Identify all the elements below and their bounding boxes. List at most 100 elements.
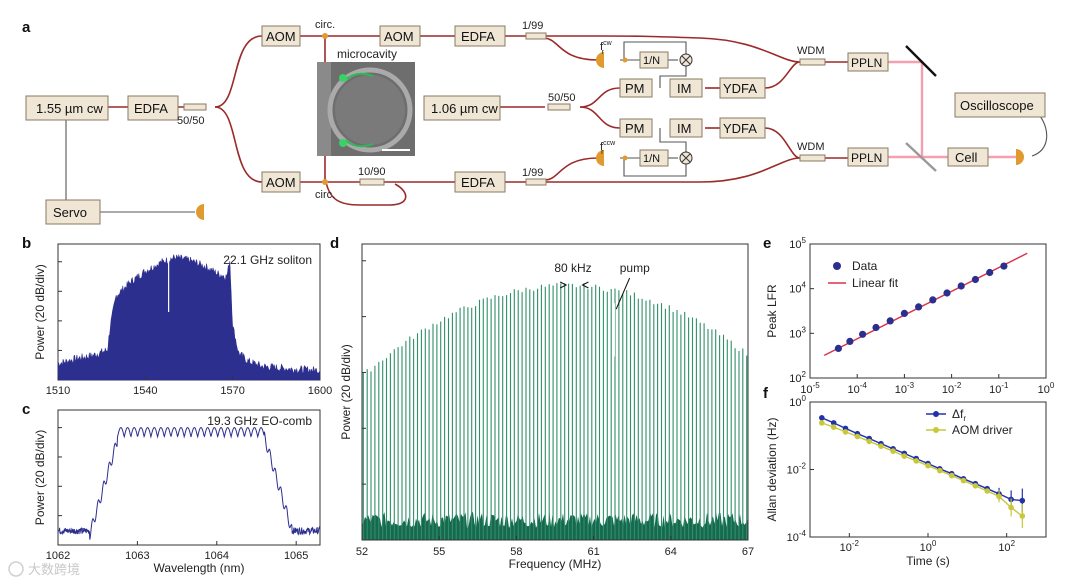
legend-label-f-1: AOM driver [952, 423, 1013, 437]
ytick-label-e-2: 104 [789, 281, 806, 296]
data-point-f-1-5 [878, 443, 884, 450]
box-im-bottom-text: IM [677, 121, 691, 136]
box-edfa-top-text: EDFA [461, 29, 495, 44]
box-aom-bottom-text: AOM [266, 175, 296, 190]
box-ppln-top: PPLN [847, 52, 889, 72]
xlabel-f: Time (s) [906, 554, 950, 568]
xtick-label-d-3: 61 [587, 546, 599, 558]
box-pm-bottom-text: PM [625, 121, 645, 136]
panel-label-e: e [763, 235, 771, 252]
data-point-e-7 [929, 296, 937, 304]
panel-label-c: c [22, 401, 30, 418]
data-point-e-10 [971, 275, 980, 284]
watermark-logo-icon [8, 561, 24, 577]
box-ppln-bottom: PPLN [847, 147, 889, 167]
fr-ccw-sub: r [601, 149, 604, 156]
box-im-top-text: IM [677, 81, 691, 96]
data-point-e-9 [957, 282, 965, 290]
label-split-5050-b: 50/50 [548, 92, 576, 104]
xtick-label-e-2: 10-3 [895, 381, 915, 396]
data-point-f-1-16 [1008, 504, 1014, 511]
data-point-f-1-12 [960, 477, 967, 484]
spectrum-line-c [57, 427, 321, 540]
box-laser-155: 1.55 µm cw [25, 95, 109, 121]
label-tap-199-top: 1/99 [522, 20, 543, 32]
box-ydfa-top-text: YDFA [723, 81, 757, 96]
box-aom-bottom: AOM [261, 171, 301, 193]
xtick-label-f-0: 10-2 [840, 539, 860, 554]
ytick-label-f-2: 100 [789, 394, 806, 409]
data-point-f-1-8 [913, 458, 919, 464]
fr-ccw-f: f [600, 141, 604, 153]
data-point-f-1-3 [854, 433, 861, 440]
xtick-label-e-1: 10-4 [848, 381, 868, 396]
xtick-label-e-4: 10-1 [989, 381, 1009, 396]
xtick-label-c-1: 1063 [125, 550, 149, 562]
circulator-icon-top [322, 33, 328, 39]
box-laser-155-text: 1.55 µm cw [36, 101, 103, 116]
box-servo: Servo [45, 199, 101, 225]
data-point-e-12 [1000, 262, 1008, 270]
plot-frame-c [57, 409, 321, 546]
circulator-icon-bottom [322, 179, 328, 185]
data-point-f-1-9 [925, 462, 931, 469]
microcavity-image [317, 62, 415, 156]
xtick-label-c-0: 1062 [46, 550, 70, 562]
box-aom-top-text: AOM [266, 29, 296, 44]
box-edfa-top: EDFA [454, 25, 506, 47]
xtick-label-d-4: 64 [665, 546, 677, 558]
photodetector-icon-servo [196, 204, 204, 220]
microcavity-label: microcavity [337, 47, 397, 61]
label-fr-cw: fcw r [600, 40, 613, 56]
box-ydfa-bottom: YDFA [719, 117, 766, 139]
fr-cw-sub: r [602, 49, 605, 56]
panel-label-d: d [330, 235, 339, 252]
label-fr-ccw: fccw r [600, 140, 616, 156]
legend-label-data-e: Data [852, 259, 878, 273]
xtick-label-f-2: 102 [998, 539, 1015, 554]
split-dot-top [622, 57, 628, 63]
box-edfa-bottom: EDFA [454, 171, 506, 193]
xlabel-c: Wavelength (nm) [154, 561, 245, 575]
annotation-pump-d: pump [620, 261, 650, 275]
photodetector-icon-top [596, 52, 604, 68]
ylabel-d: Power (20 dB/div) [339, 344, 353, 439]
box-divn-bottom: 1/N [639, 149, 669, 167]
panel-label-f: f [763, 385, 769, 402]
xtick-label-c-2: 1064 [205, 550, 229, 562]
spacing-arrows-d [559, 281, 589, 289]
split-dot-bottom [622, 155, 628, 161]
chart-title-c: 19.3 GHz EO-comb [207, 414, 312, 428]
xtick-label-d-1: 55 [433, 546, 445, 558]
noise-floor-d [362, 512, 748, 540]
box-ppln-top-text: PPLN [851, 56, 882, 70]
data-point-f-1-7 [901, 453, 908, 459]
box-ydfa-bottom-text: YDFA [723, 121, 757, 136]
fr-ccw-sup: ccw [603, 140, 616, 147]
label-tap-199-bottom: 1/99 [522, 167, 543, 179]
mixer-icon-top [679, 53, 693, 67]
xtick-label-d-2: 58 [510, 546, 522, 558]
data-point-e-3 [872, 323, 880, 332]
electrical-paths [65, 41, 1048, 213]
box-divn-top: 1/N [639, 51, 669, 69]
ytick-label-f-1: 10-2 [787, 462, 807, 477]
data-point-f-1-6 [890, 448, 896, 454]
fiber-paths [108, 35, 848, 206]
xtick-label-b-3: 1600 [308, 385, 332, 397]
data-point-f-1-17 [1019, 513, 1026, 519]
data-point-f-0-1 [830, 420, 837, 426]
data-point-f-1-11 [948, 472, 955, 479]
panel-label-b: b [22, 235, 31, 252]
ytick-label-e-1: 103 [789, 325, 806, 340]
plot-frame-e [809, 243, 1047, 379]
xtick-label-d-0: 52 [356, 546, 368, 558]
data-point-f-1-0 [819, 420, 825, 426]
data-point-e-2 [859, 330, 867, 338]
data-point-e-4 [886, 317, 894, 325]
couplers [183, 32, 826, 186]
photodetector-icon-bottom [596, 150, 604, 166]
legend-label-f-0: Δfr [952, 407, 966, 423]
data-point-e-0 [834, 344, 843, 352]
